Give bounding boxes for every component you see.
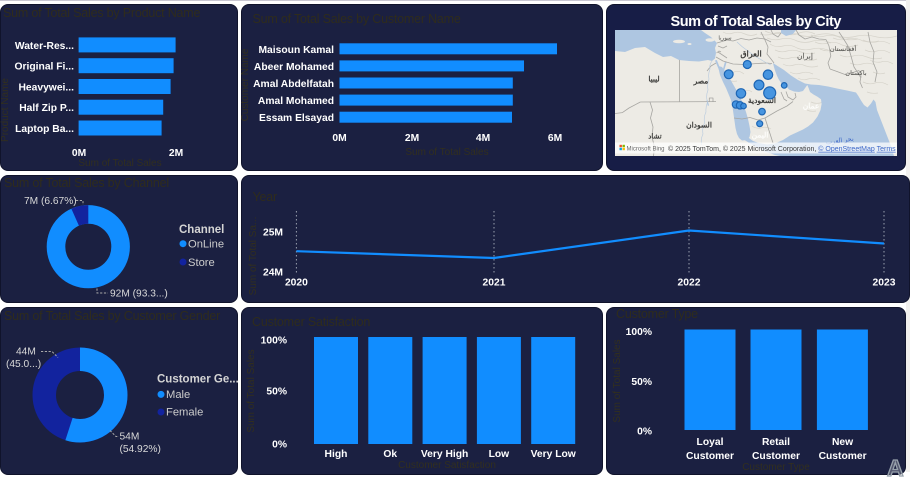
svg-text:اليمن: اليمن <box>752 131 769 141</box>
svg-text:Customer: Customer <box>752 451 800 462</box>
svg-text:Loyal: Loyal <box>697 437 724 448</box>
svg-text:Sum of Total Sales: Sum of Total Sales <box>246 349 257 432</box>
svg-text:(45.0...): (45.0...) <box>6 359 41 370</box>
svg-text:Low: Low <box>489 449 511 460</box>
svg-text:2021: 2021 <box>483 278 506 289</box>
svg-text:باكستان: باكستان <box>845 69 867 77</box>
svg-text:Amal Abdelfatah: Amal Abdelfatah <box>253 79 334 90</box>
svg-text:Customer: Customer <box>819 451 867 462</box>
svg-text:عمان: عمان <box>803 102 820 111</box>
svg-text:Channel: Channel <box>179 224 224 236</box>
svg-text:Product Name: Product Name <box>0 78 11 142</box>
svg-text:44M: 44M <box>16 347 36 358</box>
svg-text:Original Fi...: Original Fi... <box>15 62 75 73</box>
svg-text:Half Zip P...: Half Zip P... <box>19 103 74 114</box>
svg-text:0%: 0% <box>272 439 287 450</box>
svg-text:Sum of Total Sales: Sum of Total Sales <box>405 147 488 158</box>
svg-text:New: New <box>832 437 854 448</box>
svg-text:Essam Elsayad: Essam Elsayad <box>259 113 334 124</box>
svg-text:Amal Mohamed: Amal Mohamed <box>258 96 334 107</box>
svg-text:50%: 50% <box>631 377 652 388</box>
svg-text:100%: 100% <box>261 336 287 347</box>
svg-text:(54.92%): (54.92%) <box>120 444 161 455</box>
svg-text:6M: 6M <box>548 133 562 144</box>
svg-text:سوريا: سوريا <box>718 35 732 42</box>
svg-text:0M: 0M <box>72 148 86 159</box>
svg-text:92M (93.3...): 92M (93.3...) <box>110 289 168 300</box>
svg-text:Maisoun Kamal: Maisoun Kamal <box>258 45 334 56</box>
svg-text:Very Low: Very Low <box>531 449 577 460</box>
svg-text:إيران: إيران <box>797 52 813 61</box>
svg-text:Customer Type: Customer Type <box>742 462 810 472</box>
svg-text:تشاد: تشاد <box>648 133 661 141</box>
svg-text:السودان: السودان <box>686 121 712 131</box>
svg-text:Sum of Total Sales: Sum of Total Sales <box>78 158 161 169</box>
svg-text:ليبيا: ليبيا <box>648 75 659 84</box>
svg-text:أفغانستان: أفغانستان <box>830 43 857 53</box>
svg-text:Store: Store <box>188 257 215 269</box>
svg-text:4M: 4M <box>476 133 490 144</box>
svg-text:0M: 0M <box>332 133 346 144</box>
svg-text:24M: 24M <box>263 268 283 279</box>
svg-text:7M (6.67%): 7M (6.67%) <box>24 196 77 207</box>
svg-text:2M: 2M <box>169 148 183 159</box>
svg-text:50%: 50% <box>266 386 287 397</box>
svg-text:25M: 25M <box>263 227 283 238</box>
svg-text:Male: Male <box>166 389 190 401</box>
svg-text:Female: Female <box>166 407 203 419</box>
svg-text:مصر: مصر <box>693 77 709 87</box>
svg-text:Abeer Mohamed: Abeer Mohamed <box>254 62 334 73</box>
svg-text:0%: 0% <box>637 426 652 437</box>
svg-text:2022: 2022 <box>678 278 701 289</box>
svg-text:2020: 2020 <box>285 278 308 289</box>
svg-text:2023: 2023 <box>873 278 896 289</box>
svg-text:High: High <box>325 449 348 460</box>
svg-text:السعودية: السعودية <box>748 96 776 106</box>
svg-text:54M: 54M <box>120 432 140 443</box>
svg-text:Microsoft Bing: Microsoft Bing <box>627 146 665 152</box>
svg-text:Laptop Ba...: Laptop Ba... <box>15 124 74 135</box>
svg-text:Customer Satisfaction: Customer Satisfaction <box>398 460 496 471</box>
svg-text:العراق: العراق <box>740 50 761 60</box>
svg-text:Heavywei...: Heavywei... <box>18 83 74 94</box>
svg-text:OnLine: OnLine <box>188 238 224 250</box>
svg-text:Customer: Customer <box>686 451 734 462</box>
svg-text:100%: 100% <box>626 327 652 338</box>
svg-text:بحر العرب: بحر العرب <box>825 135 854 147</box>
svg-text:Water-Res...: Water-Res... <box>15 41 74 52</box>
svg-text:Sum of Total Sales: Sum of Total Sales <box>612 339 623 422</box>
svg-text:Ok: Ok <box>383 449 397 460</box>
svg-text:© 2025 TomTom, © 2025 Microsof: © 2025 TomTom, © 2025 Microsoft Corporat… <box>668 145 896 153</box>
svg-text:Retail: Retail <box>762 437 790 448</box>
svg-text:2M: 2M <box>405 133 419 144</box>
svg-text:Very High: Very High <box>421 449 469 460</box>
svg-text:Customer Ge...: Customer Ge... <box>157 374 239 386</box>
svg-text:Customer Name: Customer Name <box>240 48 251 121</box>
svg-text:Sum of Total Sa...: Sum of Total Sa... <box>248 217 259 296</box>
